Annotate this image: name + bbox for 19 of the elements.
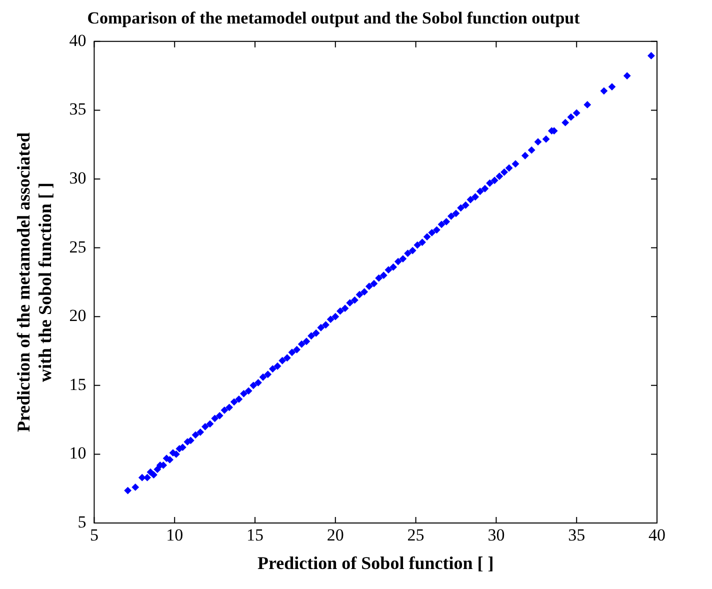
y-tick-label: 25 <box>69 237 86 256</box>
x-tick-label: 25 <box>407 526 424 545</box>
x-tick-label: 15 <box>246 526 264 545</box>
y-tick-label: 20 <box>69 306 86 326</box>
x-tick-label: 30 <box>488 526 505 545</box>
x-axis-title: Prediction of Sobol function [ ] <box>258 552 494 573</box>
y-tick-label: 5 <box>78 512 86 532</box>
chart-title: Comparison of the metamodel output and the Sobol function output <box>87 8 580 28</box>
y-tick-label: 30 <box>69 168 86 188</box>
x-tick-label: 40 <box>648 526 666 545</box>
y-tick-label: 40 <box>69 30 86 50</box>
y-tick-label: 35 <box>69 100 86 119</box>
x-tick-label: 5 <box>90 526 98 545</box>
y-tick-label: 10 <box>69 444 86 463</box>
y-axis-title: Prediction of the metamodel associated with the Sobol function [ ] <box>13 132 56 432</box>
x-tick-label: 20 <box>326 526 344 545</box>
y-tick-label: 15 <box>69 374 86 394</box>
x-tick-label: 35 <box>568 526 586 545</box>
x-tick-label: 10 <box>166 526 184 545</box>
